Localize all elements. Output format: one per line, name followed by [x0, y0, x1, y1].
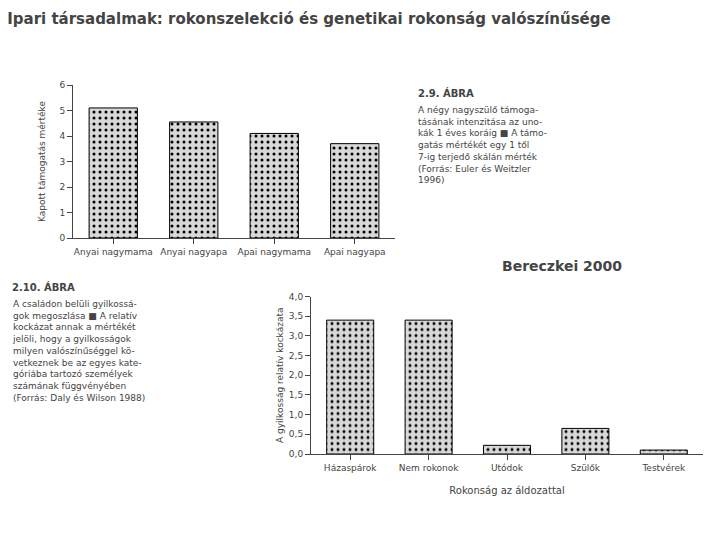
svg-text:6: 6: [59, 80, 65, 90]
svg-text:Apai nagyapa: Apai nagyapa: [324, 247, 386, 257]
svg-text:Apai nagymama: Apai nagymama: [237, 247, 311, 257]
svg-text:2.10. ÁBRA: 2.10. ÁBRA: [12, 281, 75, 293]
svg-text:Utódok: Utódok: [491, 463, 524, 473]
svg-text:Ipari társadalmak: rokonszelek: Ipari társadalmak: rokonszelekció és gen…: [7, 10, 610, 28]
svg-text:Bereczkei 2000: Bereczkei 2000: [502, 258, 622, 274]
svg-text:5: 5: [59, 106, 65, 116]
svg-text:4,0: 4,0: [289, 292, 304, 302]
svg-text:1,0: 1,0: [289, 410, 304, 420]
svg-text:1,5: 1,5: [289, 390, 303, 400]
svg-text:Anyai nagyapa: Anyai nagyapa: [160, 247, 227, 257]
svg-text:A családon belüli gyilkossá-go: A családon belüli gyilkossá-gok megoszlá…: [12, 299, 145, 403]
svg-text:2: 2: [59, 182, 65, 192]
svg-text:3: 3: [59, 157, 65, 167]
svg-text:Anyai nagymama: Anyai nagymama: [74, 247, 153, 257]
svg-text:Testvérek: Testvérek: [641, 463, 686, 473]
svg-text:Kapott támogatás mértéke: Kapott támogatás mértéke: [37, 101, 47, 222]
svg-text:Házaspárok: Házaspárok: [324, 463, 377, 473]
svg-text:A négy nagyszülő támoga-tásána: A négy nagyszülő támoga-tásának intenzit…: [418, 105, 547, 185]
svg-text:Szülők: Szülők: [571, 463, 601, 473]
svg-text:3,5: 3,5: [289, 311, 303, 321]
svg-text:1: 1: [59, 208, 65, 218]
svg-text:0,0: 0,0: [289, 449, 304, 459]
svg-text:3,0: 3,0: [289, 331, 304, 341]
svg-text:2,5: 2,5: [289, 351, 303, 361]
svg-text:4: 4: [59, 131, 65, 141]
svg-text:0,5: 0,5: [289, 429, 303, 439]
svg-text:0: 0: [59, 233, 65, 243]
svg-text:Rokonság az áldozattal: Rokonság az áldozattal: [449, 485, 564, 496]
svg-text:Nem rokonok: Nem rokonok: [399, 463, 460, 473]
svg-text:2,0: 2,0: [289, 370, 304, 380]
svg-text:2.9. ÁBRA: 2.9. ÁBRA: [418, 87, 474, 99]
svg-text:A gyilkosság relatív kockázata: A gyilkosság relatív kockázata: [275, 308, 285, 443]
